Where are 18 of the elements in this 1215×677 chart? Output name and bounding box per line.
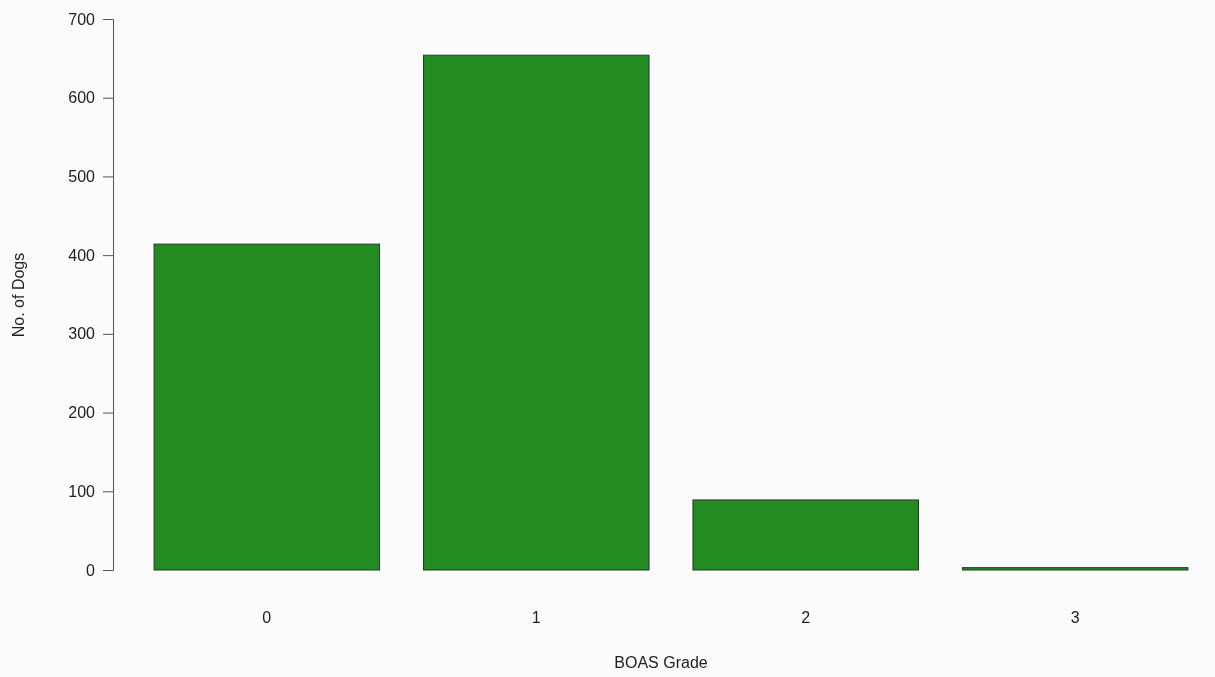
y-tick-label: 0 xyxy=(86,561,96,579)
y-tick-label: 700 xyxy=(68,10,96,28)
bar xyxy=(961,567,1189,571)
bar xyxy=(153,243,381,571)
y-axis-title: No. of Dogs xyxy=(10,252,27,338)
y-tick-label: 100 xyxy=(68,482,96,500)
x-tick-label: 2 xyxy=(801,609,811,627)
x-tick-label: 3 xyxy=(1070,609,1080,627)
x-tick-label: 1 xyxy=(531,609,541,627)
y-tick-label: 300 xyxy=(68,325,96,343)
x-tick-label: 0 xyxy=(262,609,272,627)
x-axis-title: BOAS Grade xyxy=(614,654,708,671)
y-tick-label: 200 xyxy=(68,404,96,422)
bar xyxy=(423,54,650,571)
y-tick-label: 500 xyxy=(68,168,96,186)
y-tick-label: 400 xyxy=(68,246,96,264)
bar xyxy=(692,499,919,571)
y-tick-label: 600 xyxy=(68,89,96,107)
